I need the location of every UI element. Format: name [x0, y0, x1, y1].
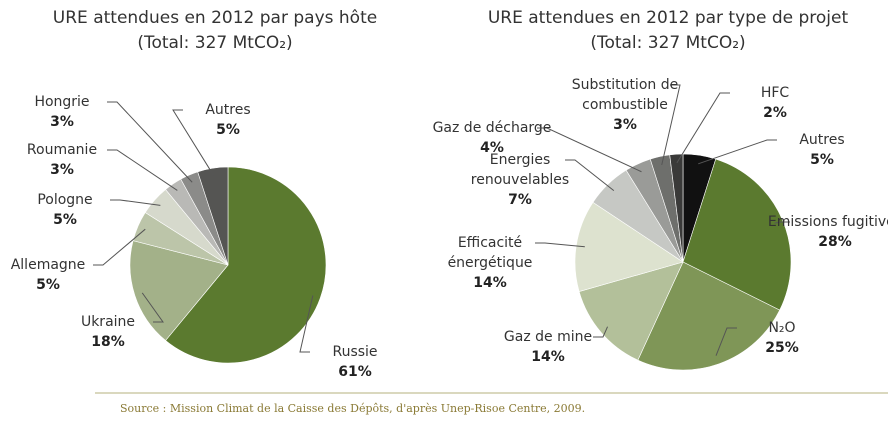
slice-label: Hongrie 3%: [0, 92, 132, 132]
slice-name: Autres: [205, 102, 251, 118]
slice-label: N₂O 25%: [712, 318, 852, 358]
slice-value: 28%: [818, 234, 852, 250]
slice-label: HFC 2%: [705, 83, 845, 123]
slice-name: Energies renouvelables: [470, 152, 570, 188]
slice-name: Pologne: [37, 192, 93, 208]
slice-label: Gaz de mine 14%: [478, 327, 618, 367]
leader-line: [299, 295, 314, 353]
slice-label: Energies renouvelables 7%: [450, 150, 590, 210]
slice-label: Efficacité énergétique 14%: [420, 233, 560, 293]
slice-label: Emissions fugitives 28%: [765, 212, 888, 252]
pie-slice: [637, 261, 781, 371]
slice-value: 7%: [508, 192, 532, 208]
slice-name: Russie: [332, 344, 378, 360]
pie-slice: [578, 261, 684, 361]
slice-name: Gaz de décharge: [432, 120, 552, 136]
slice-name: Efficacité énergétique: [447, 235, 533, 271]
pie-slice: [129, 240, 229, 341]
leader-line: [537, 127, 642, 173]
slice-name: Roumanie: [26, 142, 98, 158]
slice-label: Allemagne 5%: [0, 255, 118, 295]
slice-value: 4%: [480, 140, 504, 156]
slice-name: Substitution de combustible: [571, 77, 679, 113]
leader-line: [661, 84, 681, 166]
chart-title: URE attendues en 2012 par pays hôte: [52, 8, 378, 28]
slice-name: Emissions fugitives: [767, 214, 888, 230]
slice-label: Autres 5%: [752, 130, 888, 170]
slice-value: 5%: [216, 122, 240, 138]
slice-label: Gaz de décharge 4%: [422, 118, 562, 158]
slice-name: Gaz de mine: [503, 329, 593, 345]
slice-name: Hongrie: [34, 94, 90, 110]
leader-line: [110, 199, 161, 206]
slice-label: Ukraine 18%: [38, 312, 178, 352]
slice-value: 2%: [763, 105, 787, 121]
chart-subtitle: (Total: 327 MtCO₂): [137, 33, 293, 53]
slice-value: 5%: [810, 152, 834, 168]
leader-line: [107, 149, 178, 191]
chart-subtitle: (Total: 327 MtCO₂): [590, 33, 746, 53]
slice-value: 3%: [613, 117, 637, 133]
leader-line: [593, 326, 609, 338]
slice-label: Autres 5%: [158, 100, 298, 140]
leader-line: [774, 221, 790, 224]
slice-label: Russie 61%: [285, 342, 425, 382]
leader-line: [676, 92, 730, 164]
slice-value: 14%: [473, 275, 507, 291]
leader-line: [93, 228, 146, 266]
source: Source : Mission Climat de la Caisse des…: [120, 402, 586, 415]
slice-label: Roumanie 3%: [0, 140, 132, 180]
slice-name: HFC: [760, 85, 790, 101]
slice-value: 61%: [338, 364, 372, 380]
pie-slice: [574, 201, 684, 292]
slice-value: 14%: [531, 349, 565, 365]
pie-slice: [165, 166, 327, 364]
leader-line: [172, 109, 215, 177]
slice-value: 5%: [53, 212, 77, 228]
slice-name: Autres: [799, 132, 845, 148]
slice-value: 25%: [765, 340, 799, 356]
slice-value: 18%: [91, 334, 125, 350]
pie-slice: [197, 166, 229, 266]
leader-line: [107, 101, 193, 183]
leader-line: [535, 242, 585, 248]
slice-value: 3%: [50, 162, 74, 178]
leader-line: [715, 327, 737, 356]
slice-value: 3%: [50, 114, 74, 130]
leader-line: [565, 159, 615, 192]
leader-line: [141, 292, 164, 323]
pie-slice: [669, 153, 684, 263]
slice-name: Ukraine: [80, 314, 136, 330]
chart-title: URE attendues en 2012 par type de projet: [487, 8, 849, 28]
pie-slice: [682, 158, 792, 311]
slice-name: Allemagne: [10, 257, 86, 273]
slice-value: 5%: [36, 277, 60, 293]
slice-name: N₂O: [768, 320, 796, 336]
slice-label: Pologne 5%: [0, 190, 135, 230]
slice-label: Substitution de combustible 3%: [555, 75, 695, 135]
leader-line: [698, 139, 777, 165]
